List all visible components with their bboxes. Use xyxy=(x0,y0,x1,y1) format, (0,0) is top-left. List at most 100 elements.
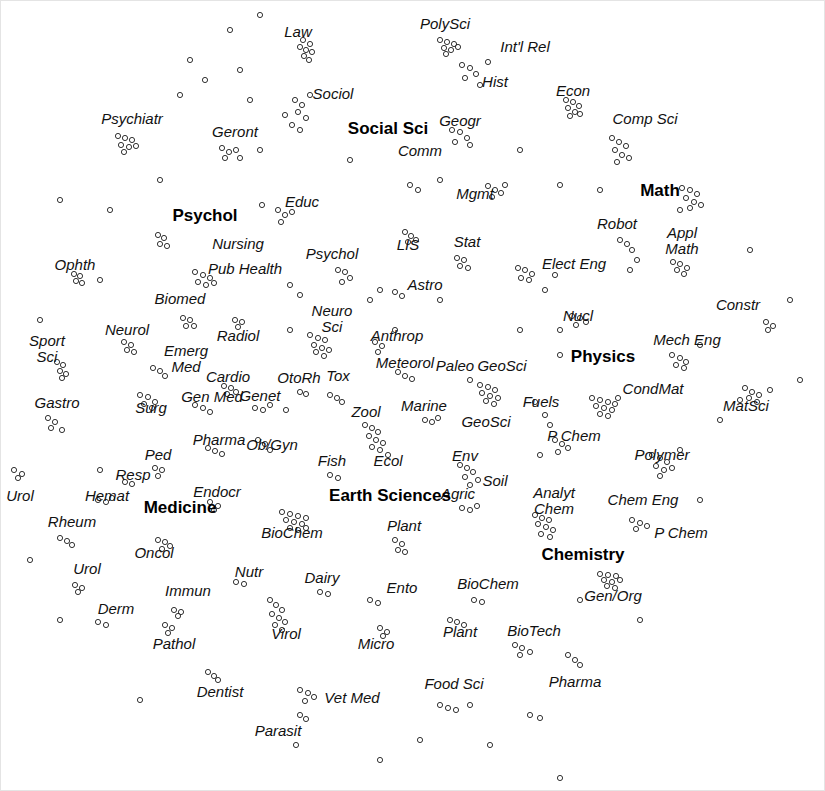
point xyxy=(479,599,484,604)
point xyxy=(64,538,69,543)
point xyxy=(282,112,287,117)
group-label: Psychol xyxy=(172,206,237,225)
point xyxy=(303,115,308,120)
point xyxy=(260,407,265,412)
point xyxy=(459,62,464,67)
field-label: Dentist xyxy=(197,683,245,700)
point xyxy=(380,440,385,445)
point xyxy=(305,690,310,695)
point xyxy=(487,393,492,398)
point xyxy=(399,293,404,298)
point xyxy=(435,415,440,420)
point xyxy=(279,509,284,514)
field-label: Endocr xyxy=(193,483,242,500)
point xyxy=(614,159,619,164)
point xyxy=(247,97,252,102)
point xyxy=(297,127,302,132)
point xyxy=(557,182,562,187)
point xyxy=(452,139,457,144)
point xyxy=(454,255,459,260)
point xyxy=(164,243,169,248)
field-label: Nursing xyxy=(212,235,264,252)
point xyxy=(275,207,280,212)
point xyxy=(57,617,62,622)
point xyxy=(597,411,602,416)
field-label: P Chem xyxy=(654,524,708,541)
point xyxy=(302,698,307,703)
field-label: Food Sci xyxy=(424,675,484,692)
point xyxy=(677,355,682,360)
point xyxy=(483,398,488,403)
point xyxy=(467,507,472,512)
point xyxy=(637,617,642,622)
point xyxy=(550,527,555,532)
point xyxy=(572,109,577,114)
point xyxy=(527,712,532,717)
plot-frame xyxy=(1,1,825,791)
field-label: Plant xyxy=(387,517,422,534)
point xyxy=(377,757,382,762)
field-label: GeoSci xyxy=(461,413,511,430)
group-label: Physics xyxy=(571,347,635,366)
point xyxy=(462,75,467,80)
point xyxy=(232,317,237,322)
point xyxy=(335,475,340,480)
field-label: P Chem xyxy=(547,427,601,444)
field-label: CondMat xyxy=(623,380,685,397)
point xyxy=(339,399,344,404)
point xyxy=(512,642,517,647)
point xyxy=(278,219,283,224)
point xyxy=(73,278,78,283)
field-label: Virol xyxy=(271,625,301,642)
point xyxy=(187,57,192,62)
point xyxy=(187,317,192,322)
point xyxy=(462,474,467,479)
point xyxy=(749,389,754,394)
point xyxy=(517,327,522,332)
point xyxy=(121,149,126,154)
point xyxy=(115,133,120,138)
point xyxy=(519,645,524,650)
point xyxy=(617,237,622,242)
point xyxy=(342,269,347,274)
point xyxy=(687,205,692,210)
point xyxy=(59,427,64,432)
point xyxy=(797,377,802,382)
point xyxy=(629,247,634,252)
point xyxy=(429,419,434,424)
point xyxy=(491,401,496,406)
group-label: Medicine xyxy=(144,498,217,517)
point xyxy=(103,622,108,627)
point xyxy=(63,371,68,376)
point xyxy=(177,92,182,97)
point xyxy=(455,44,460,49)
point xyxy=(653,463,658,468)
point xyxy=(95,619,100,624)
point xyxy=(677,207,682,212)
point xyxy=(273,602,278,607)
point xyxy=(303,716,308,721)
point xyxy=(518,275,523,280)
point xyxy=(477,382,482,387)
point xyxy=(369,444,374,449)
point xyxy=(402,229,407,234)
point xyxy=(183,323,188,328)
point xyxy=(150,365,155,370)
point xyxy=(257,12,262,17)
point xyxy=(615,395,620,400)
field-label: Geront xyxy=(212,123,259,140)
point xyxy=(97,277,102,282)
point xyxy=(287,282,292,287)
point xyxy=(697,497,702,502)
point xyxy=(402,373,407,378)
point xyxy=(485,59,490,64)
point xyxy=(287,327,292,332)
point xyxy=(202,77,207,82)
point xyxy=(295,109,300,114)
point xyxy=(537,452,542,457)
point xyxy=(683,359,688,364)
point xyxy=(624,241,629,246)
point xyxy=(527,649,532,654)
field-label: Urol xyxy=(73,560,101,577)
point xyxy=(681,365,686,370)
